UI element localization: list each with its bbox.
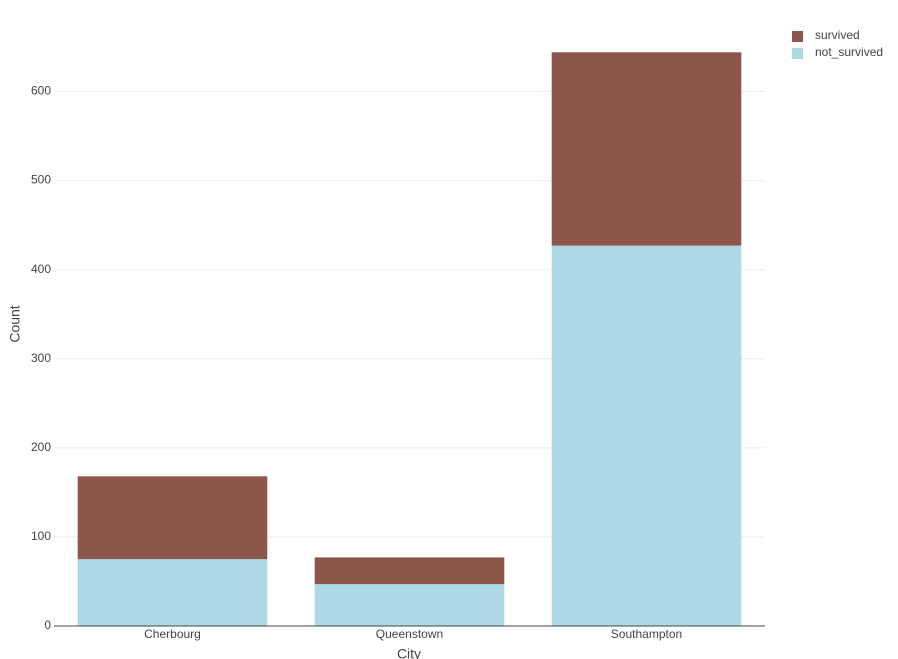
y-tick-label: 100	[31, 529, 51, 543]
x-axis-title: City	[397, 646, 421, 659]
y-tick-label: 500	[31, 173, 51, 187]
y-tick-label: 200	[31, 440, 51, 454]
x-tick-label: Queenstown	[376, 627, 443, 641]
x-tick-label: Southampton	[611, 627, 682, 641]
y-tick-label: 300	[31, 351, 51, 365]
legend-label: not_survived	[815, 45, 883, 59]
y-tick-label: 600	[31, 84, 51, 98]
y-tick-label: 400	[31, 262, 51, 276]
bar-segment	[551, 52, 742, 246]
bar-segment	[77, 476, 268, 560]
y-tick-label: 0	[44, 618, 51, 632]
legend-label: survived	[815, 28, 860, 42]
x-tick-label: Cherbourg	[144, 627, 201, 641]
bar-segment	[551, 245, 742, 626]
bar-segment	[314, 584, 505, 626]
y-axis-title: Count	[7, 305, 23, 342]
legend-swatch	[792, 48, 803, 59]
bar-segment	[314, 557, 505, 585]
bar-segment	[77, 559, 268, 626]
legend-swatch	[792, 31, 803, 42]
